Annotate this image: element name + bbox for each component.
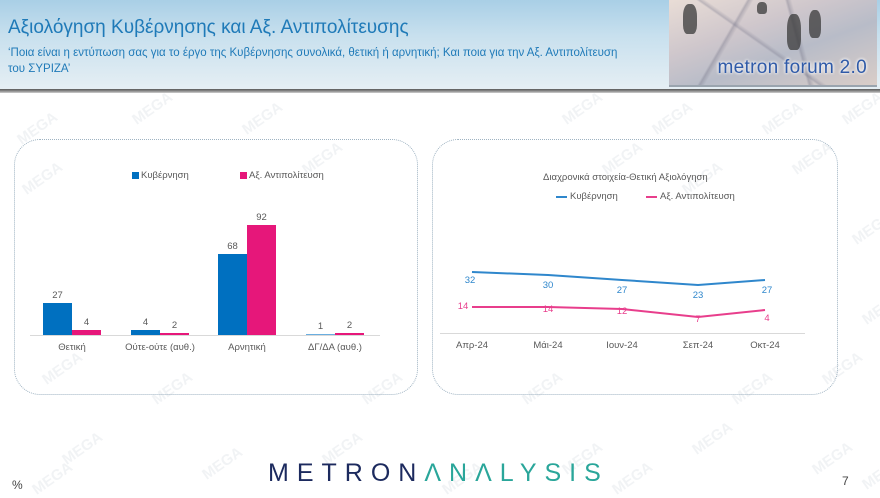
bar-government — [218, 253, 247, 335]
bar-category-label: ΔΓ/ΔΑ (αυθ.) — [308, 342, 362, 353]
bar-x-axis — [30, 335, 380, 336]
line-value-label: 30 — [542, 280, 554, 291]
legend-line-opposition — [646, 195, 657, 198]
bar-value-label: 68 — [227, 240, 238, 252]
bar-opposition — [72, 330, 101, 335]
person-figure-icon — [809, 10, 821, 38]
bar-government — [131, 330, 160, 335]
line-chart-panel — [432, 139, 838, 395]
bar-opposition — [160, 332, 189, 335]
line-legend-opposition: Αξ. Αντιπολίτευση — [646, 191, 735, 202]
bar-category-label: Θετική — [58, 342, 86, 353]
bar-government — [43, 302, 72, 335]
line-legend-government: Κυβέρνηση — [556, 191, 618, 202]
line-value-label: 7 — [695, 314, 701, 325]
line-value-label: 32 — [464, 275, 476, 286]
metron-forum-image: metron forum 2.0 — [669, 0, 877, 87]
legend-label: Κυβέρνηση — [570, 191, 618, 202]
line-x-axis — [440, 333, 805, 334]
bar-value-label: 92 — [256, 212, 267, 223]
legend-label: Αξ. Αντιπολίτευση — [249, 170, 324, 181]
bar-value-label: 27 — [52, 289, 63, 301]
line-category-label: Οκτ-24 — [750, 340, 780, 351]
line-value-label: 14 — [457, 301, 469, 312]
bar-category-label: Αρνητική — [228, 342, 266, 353]
unit-label: % — [12, 478, 23, 492]
logo-part-metron: METRON — [268, 459, 425, 487]
line-category-label: Ιουν-24 — [606, 340, 638, 351]
line-chart-title: Διαχρονικά στοιχεία-Θετική Αξιολόγηση — [543, 172, 708, 183]
bar-value-label: 2 — [346, 319, 353, 331]
legend-label: Κυβέρνηση — [141, 170, 189, 181]
line-series-opposition — [472, 306, 766, 319]
metron-analysis-logo: METRONΛNΛLYSIS — [268, 459, 609, 488]
person-figure-icon — [787, 14, 801, 50]
legend-line-government — [556, 195, 567, 198]
logo-part-analysis: ΛNΛLYSIS — [424, 459, 609, 487]
bar-value-label: 4 — [142, 317, 149, 329]
slide-title: Αξιολόγηση Κυβέρνησης και Αξ. Αντιπολίτε… — [8, 17, 409, 38]
bar-value-label: 1 — [317, 320, 324, 332]
bar-value-label: 4 — [83, 317, 90, 329]
legend-swatch-government — [132, 172, 139, 179]
line-value-label: 4 — [764, 313, 770, 324]
page-number: 7 — [842, 474, 849, 488]
line-value-label: 14 — [542, 304, 554, 315]
slide-subtitle: ‘Ποια είναι η εντύπωση σας για το έργο τ… — [8, 47, 618, 75]
header-divider — [0, 89, 880, 93]
person-figure-icon — [757, 2, 767, 14]
line-value-label: 23 — [692, 290, 704, 301]
bar-value-label: 2 — [171, 319, 178, 331]
line-category-label: Απρ-24 — [455, 340, 489, 351]
line-series-government — [471, 271, 766, 287]
line-value-label: 12 — [616, 306, 628, 317]
line-value-label: 27 — [761, 285, 773, 296]
bar-chart-panel — [14, 139, 418, 395]
line-value-label: 27 — [616, 285, 628, 296]
bar-legend-opposition: Αξ. Αντιπολίτευση — [240, 170, 324, 181]
legend-swatch-opposition — [240, 172, 247, 179]
bar-opposition — [335, 332, 364, 335]
metron-forum-logo-text: metron forum 2.0 — [717, 57, 867, 78]
bar-legend-government: Κυβέρνηση — [132, 170, 189, 181]
bar-government — [306, 333, 335, 335]
line-category-label: Μάι-24 — [533, 340, 563, 351]
bar-category-label: Ούτε-ούτε (αυθ.) — [125, 342, 195, 353]
person-figure-icon — [683, 4, 697, 34]
bar-opposition — [247, 225, 276, 335]
legend-label: Αξ. Αντιπολίτευση — [660, 191, 735, 202]
line-category-label: Σεπ-24 — [682, 340, 714, 351]
